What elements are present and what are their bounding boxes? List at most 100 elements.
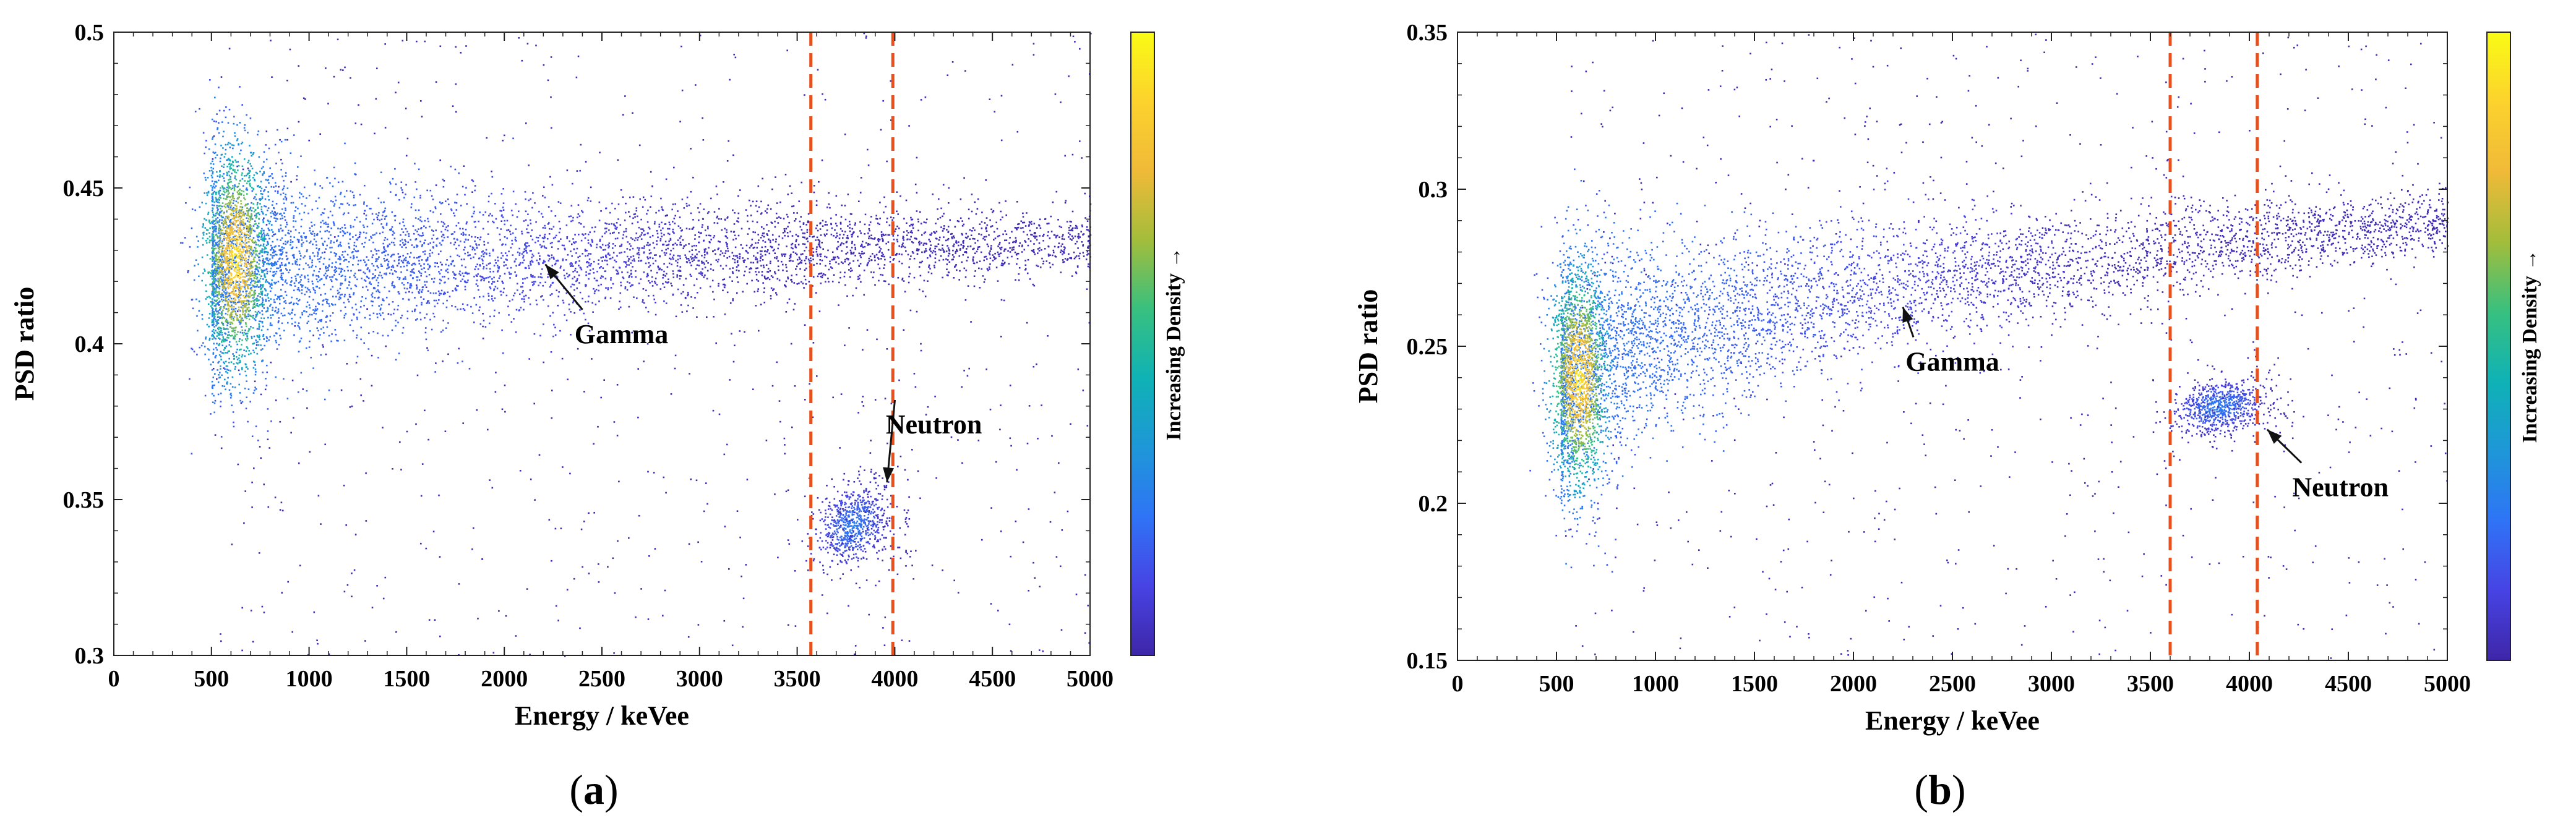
data-point <box>239 231 241 233</box>
data-point <box>624 286 627 288</box>
data-point <box>240 294 242 296</box>
data-point <box>635 207 638 209</box>
data-point <box>572 300 575 302</box>
data-point <box>374 269 377 271</box>
data-point <box>878 223 880 226</box>
data-point <box>1001 262 1003 265</box>
data-point <box>1022 216 1024 218</box>
data-point <box>316 309 318 312</box>
data-point <box>967 256 969 258</box>
data-point <box>648 295 650 297</box>
data-point <box>501 408 504 411</box>
data-point <box>747 252 749 254</box>
data-point <box>272 255 273 257</box>
data-point <box>795 234 797 236</box>
data-point <box>493 288 496 290</box>
data-point <box>776 278 779 280</box>
data-point <box>252 225 255 227</box>
data-point <box>824 255 826 258</box>
data-point <box>1033 249 1035 251</box>
data-point <box>300 372 303 374</box>
data-point <box>408 291 410 293</box>
data-point <box>240 306 243 309</box>
data-point <box>355 238 358 241</box>
data-point <box>1028 225 1030 227</box>
data-point <box>328 265 330 268</box>
data-point <box>880 231 883 233</box>
data-point <box>821 594 823 596</box>
data-point <box>322 344 324 346</box>
data-point <box>213 215 215 216</box>
data-point <box>241 317 243 320</box>
data-point <box>1060 101 1062 103</box>
data-point <box>617 218 619 220</box>
data-point <box>921 234 923 236</box>
data-point <box>432 281 435 283</box>
data-point <box>398 258 400 261</box>
data-point <box>266 364 268 367</box>
data-point <box>354 250 357 252</box>
data-point <box>687 294 689 297</box>
data-point <box>334 271 337 273</box>
data-point <box>702 262 705 264</box>
data-point <box>1087 247 1089 249</box>
data-point <box>280 312 283 315</box>
data-point <box>262 325 264 328</box>
data-point <box>672 228 674 231</box>
data-point <box>823 233 826 236</box>
data-point <box>805 267 807 270</box>
data-point <box>628 276 630 278</box>
data-point <box>702 224 703 226</box>
data-point <box>737 217 739 219</box>
data-point <box>236 238 238 241</box>
data-point <box>371 256 374 258</box>
data-point <box>279 138 281 141</box>
data-point <box>834 256 836 258</box>
data-point <box>280 249 281 251</box>
data-point <box>262 265 264 267</box>
data-point <box>264 388 267 391</box>
data-point <box>974 229 976 231</box>
data-point <box>474 268 476 270</box>
data-point <box>360 123 363 126</box>
data-point <box>998 202 1000 204</box>
data-point <box>1036 265 1037 266</box>
data-point <box>463 165 465 167</box>
data-point <box>359 378 362 380</box>
data-point <box>572 238 574 240</box>
data-point <box>512 137 514 140</box>
data-point <box>762 239 764 242</box>
data-point <box>854 645 857 647</box>
data-point <box>223 282 225 284</box>
data-point <box>981 211 983 213</box>
data-point <box>572 265 574 267</box>
data-point <box>227 189 229 192</box>
data-point <box>351 595 353 597</box>
data-point <box>487 295 490 297</box>
data-point <box>482 325 484 328</box>
data-point <box>802 232 804 234</box>
data-point <box>652 257 654 260</box>
data-point <box>500 220 502 222</box>
data-point <box>373 218 375 221</box>
data-point <box>1066 259 1068 261</box>
data-point <box>212 198 214 201</box>
data-point <box>345 278 346 280</box>
data-point <box>509 300 511 302</box>
data-point <box>747 233 749 235</box>
data-point <box>260 275 262 277</box>
data-point <box>467 279 469 281</box>
data-point <box>420 495 423 497</box>
data-point <box>221 222 223 224</box>
data-point <box>668 240 670 242</box>
data-point <box>306 287 309 289</box>
data-point <box>401 246 403 248</box>
data-point <box>399 255 401 258</box>
data-point <box>698 236 700 238</box>
data-point <box>385 250 387 252</box>
data-point <box>427 257 429 259</box>
data-point <box>409 256 411 258</box>
data-point <box>429 318 431 321</box>
data-point <box>538 262 539 264</box>
data-point <box>786 302 789 304</box>
